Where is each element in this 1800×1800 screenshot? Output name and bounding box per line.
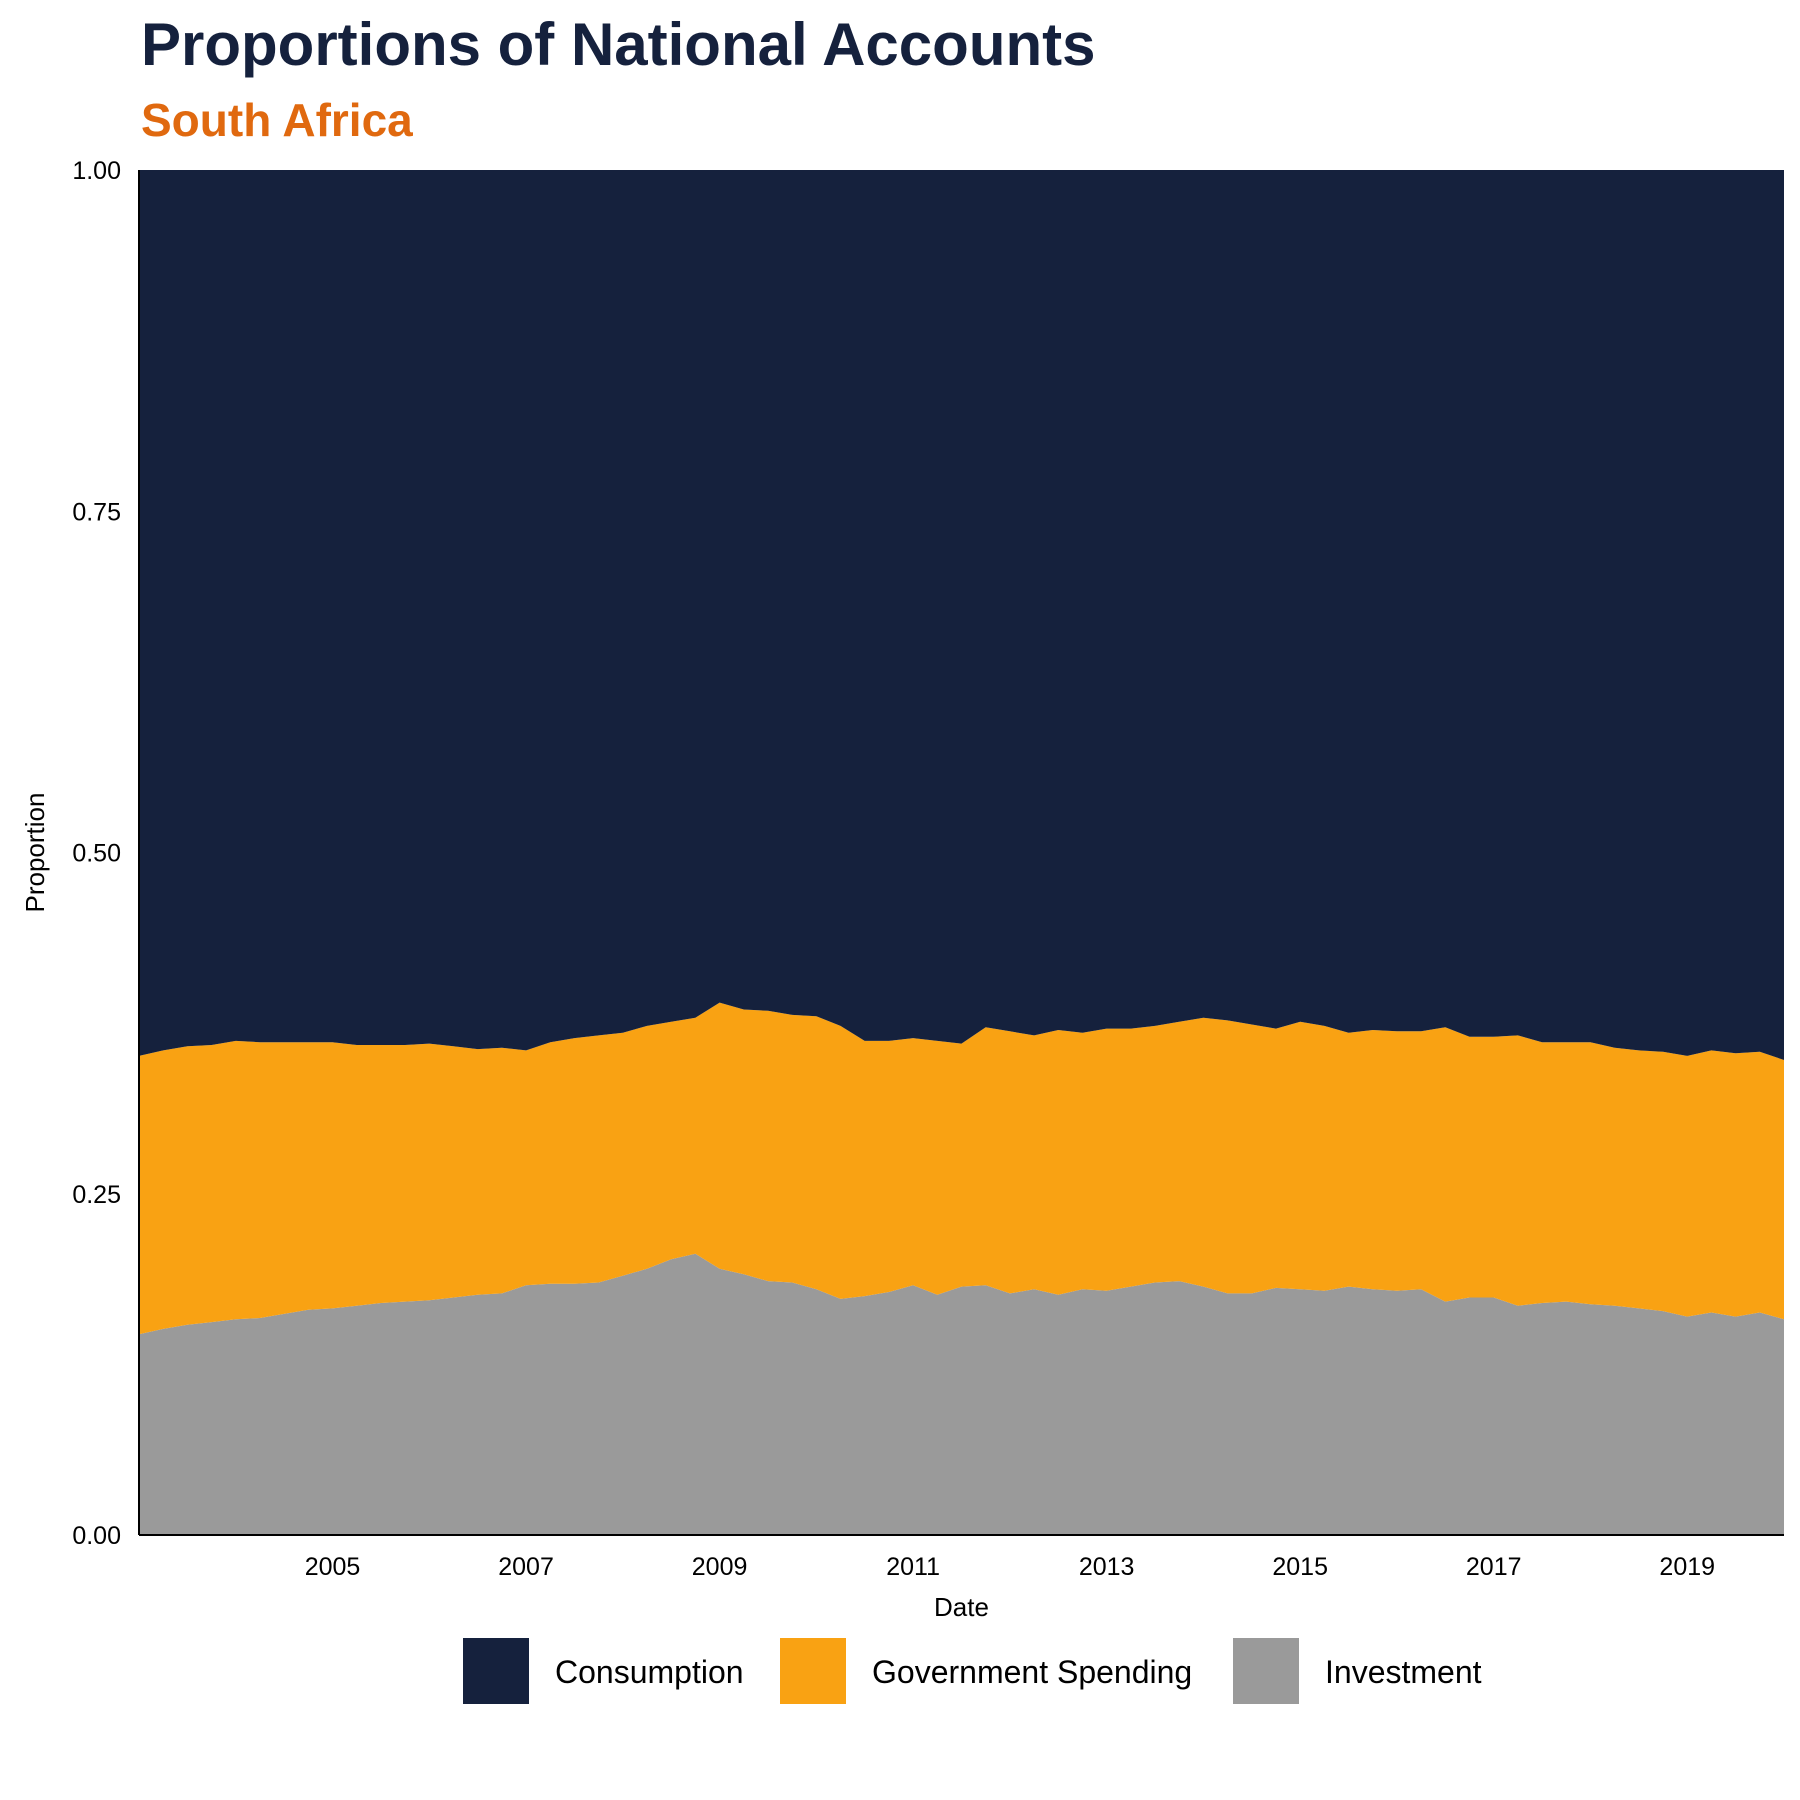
area-layers: [139, 170, 1784, 1535]
y-tick-label: 0.75: [72, 498, 121, 526]
legend-key-consumption: [463, 1638, 529, 1704]
axes: [138, 170, 1784, 1536]
x-tick-label: 2007: [498, 1553, 554, 1581]
y-tick-label: 1.00: [72, 157, 121, 185]
legend-label-government-spending: Government Spending: [872, 1654, 1192, 1690]
area-government-spending: [139, 1002, 1784, 1335]
legend-label-consumption: Consumption: [555, 1654, 744, 1690]
y-axis-title: Proportion: [20, 793, 50, 913]
x-axis-title: Date: [934, 1592, 989, 1622]
x-tick-label: 2009: [692, 1553, 748, 1581]
legend-key-investment: [1233, 1638, 1299, 1704]
area-investment: [139, 1253, 1784, 1535]
x-tick-label: 2013: [1079, 1553, 1135, 1581]
area-consumption: [139, 170, 1784, 1060]
tick-labels: 0.00 0.25 0.50 0.75 1.00 2005 2007 2009 2011 2013…: [72, 157, 1715, 1581]
x-tick-label: 2005: [305, 1553, 361, 1581]
legend: Consumption Government Spending Investment: [463, 1638, 1482, 1704]
x-tick-label: 2019: [1659, 1553, 1715, 1581]
y-tick-label: 0.25: [72, 1181, 121, 1209]
legend-label-investment: Investment: [1325, 1654, 1482, 1690]
x-tick-label: 2015: [1272, 1553, 1328, 1581]
x-tick-label: 2011: [886, 1553, 940, 1581]
x-tick-label: 2017: [1466, 1553, 1522, 1581]
y-tick-label: 0.00: [72, 1522, 121, 1550]
legend-key-government-spending: [780, 1638, 846, 1704]
chart-subtitle: South Africa: [141, 94, 413, 146]
y-tick-label: 0.50: [72, 840, 121, 868]
chart-title: Proportions of National Accounts: [141, 11, 1096, 78]
